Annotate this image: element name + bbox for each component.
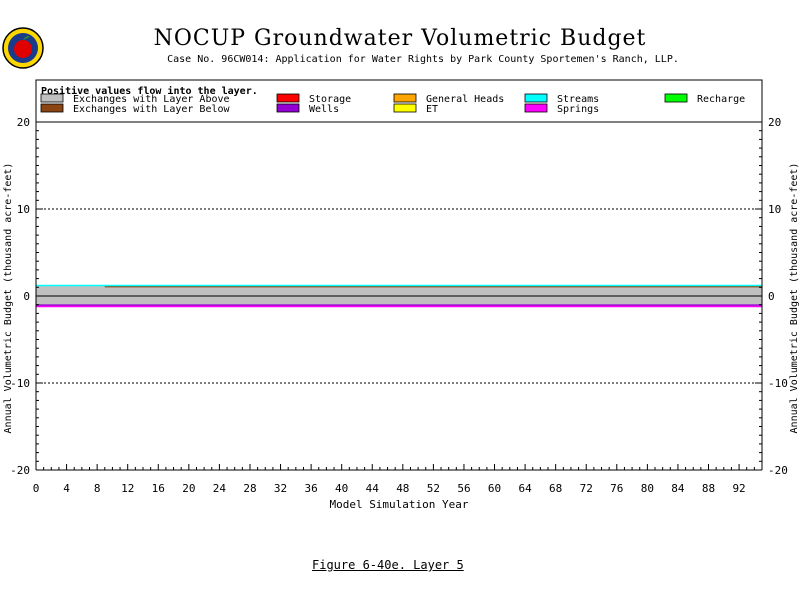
legend-label: Storage — [309, 94, 351, 105]
legend-swatch — [276, 93, 300, 103]
x-tick-label: 72 — [580, 482, 593, 495]
y-tick-label-right: 10 — [768, 203, 781, 216]
y-tick-label-right: 20 — [768, 116, 781, 129]
x-tick-label: 84 — [671, 482, 685, 495]
y-tick-label-right: -20 — [768, 464, 788, 477]
legend-label: ET — [426, 104, 438, 115]
legend-swatch — [276, 103, 300, 113]
budget-chart: Positive values flow into the layer. Exc… — [3, 79, 800, 511]
apple-logo-icon — [1, 26, 45, 70]
legend-note: Positive values flow into the layer. — [41, 85, 258, 97]
x-axis-label: Model Simulation Year — [329, 498, 468, 511]
x-tick-label: 44 — [366, 482, 380, 495]
x-tick-label: 52 — [427, 482, 440, 495]
y-tick-label-right: -10 — [768, 377, 788, 390]
y-tick-label-left: 0 — [23, 290, 30, 303]
legend-label: Wells — [309, 104, 339, 115]
y-tick-label-left: 10 — [17, 203, 30, 216]
x-tick-label: 76 — [610, 482, 623, 495]
legend-label: General Heads — [426, 94, 504, 105]
legend-swatch — [40, 93, 64, 103]
x-tick-label: 56 — [457, 482, 470, 495]
x-tick-label: 64 — [518, 482, 532, 495]
y-tick-label-left: -10 — [10, 377, 30, 390]
legend-swatch — [393, 93, 417, 103]
legend-swatch — [40, 103, 64, 113]
x-tick-label: 68 — [549, 482, 562, 495]
legend-swatch — [393, 103, 417, 113]
legend-label: Exchanges with Layer Above — [73, 94, 230, 105]
legend-label: Streams — [557, 94, 599, 105]
x-tick-label: 80 — [641, 482, 654, 495]
y-tick-label-left: 20 — [17, 116, 30, 129]
x-tick-label: 16 — [152, 482, 165, 495]
page-title: NOCUP Groundwater Volumetric Budget — [153, 26, 647, 51]
x-tick-label: 92 — [732, 482, 745, 495]
x-tick-label: 48 — [396, 482, 409, 495]
legend-label: Exchanges with Layer Below — [73, 104, 231, 115]
figure-caption: Figure 6-40e. Layer 5 — [312, 558, 464, 572]
x-tick-label: 28 — [243, 482, 256, 495]
x-tick-label: 24 — [213, 482, 227, 495]
y-axis-label-left: Annual Volumetric Budget (thousand acre-… — [3, 163, 14, 434]
x-tick-label: 88 — [702, 482, 715, 495]
x-tick-label: 36 — [304, 482, 317, 495]
page-subtitle: Case No. 96CW014: Application for Water … — [167, 54, 679, 65]
y-axis-label-right: Annual Volumetric Budget (thousand acre-… — [789, 163, 800, 434]
x-tick-label: 8 — [94, 482, 101, 495]
legend-swatch — [664, 93, 688, 103]
x-tick-label: 4 — [63, 482, 70, 495]
x-tick-label: 40 — [335, 482, 348, 495]
legend-swatch — [524, 93, 548, 103]
legend-label: Springs — [557, 104, 599, 115]
x-tick-label: 0 — [33, 482, 40, 495]
y-tick-label-left: -20 — [10, 464, 30, 477]
legend-label: Recharge — [697, 94, 745, 105]
x-tick-label: 20 — [182, 482, 195, 495]
x-tick-label: 60 — [488, 482, 501, 495]
y-tick-label-right: 0 — [768, 290, 775, 303]
legend-swatch — [524, 103, 548, 113]
x-tick-label: 12 — [121, 482, 134, 495]
x-tick-label: 32 — [274, 482, 287, 495]
